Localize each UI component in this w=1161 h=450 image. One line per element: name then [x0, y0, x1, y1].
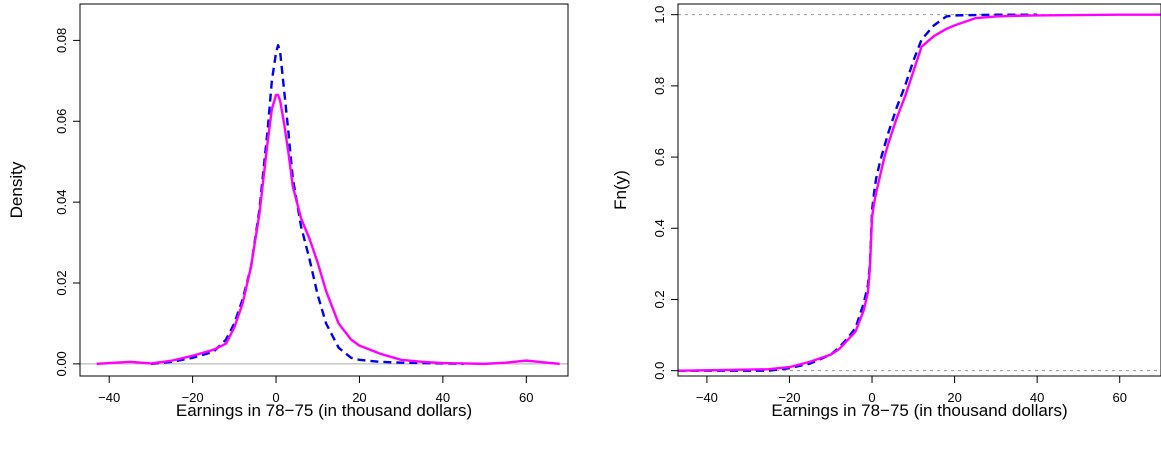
y-tick-label: 0.2: [652, 290, 667, 308]
x-tick-label: −40: [98, 390, 120, 405]
ecdf-panel: −40 −20 0 20 40 60 0.0 0.2 0.4 0.6 0.8 1.0 Earnings …: [611, 3, 1161, 420]
plot-frame: [677, 3, 1161, 377]
x-tick-label: 40: [436, 390, 450, 405]
x-tick-label: 40: [1030, 390, 1044, 405]
x-tick-label: −20: [778, 390, 800, 405]
y-tick-label: 0.02: [54, 270, 69, 295]
x-tick-label: 0: [868, 390, 875, 405]
plot-frame: [79, 3, 569, 377]
series-line: [150, 44, 464, 366]
series-line: [678, 13, 1038, 372]
x-tick-label: 60: [519, 390, 533, 405]
x-tick-label: 20: [947, 390, 961, 405]
series-line: [678, 13, 1161, 372]
x-tick-label: 0: [272, 390, 279, 405]
y-tick-label: 0.0: [652, 362, 667, 380]
y-tick-label: 0.04: [54, 189, 69, 214]
y-tick-label: 0.4: [652, 219, 667, 237]
x-axis-title: Earnings in 78−75 (in thousand dollars): [771, 401, 1067, 420]
y-tick-label: 0.00: [54, 351, 69, 376]
series-line: [96, 93, 560, 366]
y-axis-title: Density: [7, 161, 26, 218]
y-tick-label: 0.08: [54, 28, 69, 53]
y-tick-label: 0.8: [652, 77, 667, 95]
x-axis-title: Earnings in 78−75 (in thousand dollars): [176, 401, 472, 420]
x-tick-label: −20: [182, 390, 204, 405]
x-tick-label: 60: [1112, 390, 1126, 405]
y-tick-label: 0.6: [652, 148, 667, 166]
density-panel: −40 −20 0 20 40 60 0.00 0.02 0.04 0.06 0.08 Earning…: [7, 3, 569, 420]
y-axis-title: Fn(y): [611, 170, 630, 210]
x-tick-label: 20: [352, 390, 366, 405]
y-tick-label: 1.0: [652, 6, 667, 24]
y-tick-label: 0.06: [54, 109, 69, 134]
x-tick-label: −40: [696, 390, 718, 405]
